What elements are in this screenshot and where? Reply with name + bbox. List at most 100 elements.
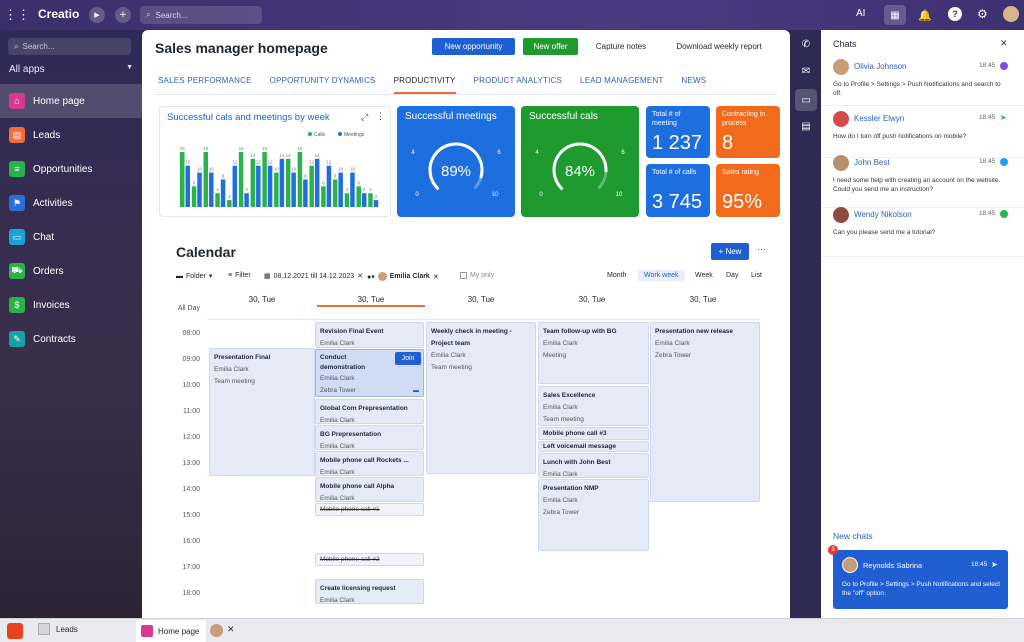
tab-opportunity-dynamics[interactable]: OPPORTUNITY DYNAMICS — [269, 76, 376, 85]
chat-item[interactable]: Kessler Elwyn 18:45 ➤ How do I turn off … — [821, 106, 1024, 158]
sidebar-item-home[interactable]: ⌂ Home page — [0, 84, 142, 118]
sidebar-item-contracts[interactable]: ✎ Contracts — [0, 322, 142, 356]
calendar-more-icon[interactable]: ⋯ — [757, 244, 766, 254]
chat-name: Olivia Johnson — [854, 62, 907, 71]
calendar-event[interactable]: Weekly check in meeting - Project team E… — [426, 322, 536, 474]
new-chat-card[interactable]: 3 Reynolds Sabrina 18:45 ➤ Go to Profile… — [828, 545, 1008, 609]
view-day[interactable]: Day — [726, 272, 739, 279]
mail-icon[interactable]: ✉ — [801, 65, 811, 77]
gauge-meetings: 89% 4 6 0 10 — [411, 142, 501, 198]
sidebar-item-invoices[interactable]: $ Invoices — [0, 288, 142, 322]
close-icon[interactable]: ✕ — [227, 624, 235, 634]
calendar-event[interactable]: Revision Final Event Emilia Clark — [315, 322, 424, 348]
view-list[interactable]: List — [751, 272, 762, 279]
calendar-event-selected[interactable]: Conduct demonstration Emilia Clark Zebra… — [315, 349, 424, 397]
tab-news[interactable]: NEWS — [681, 76, 707, 85]
more-icon[interactable]: ⋮ — [376, 111, 385, 121]
apps-icon[interactable]: ▦ — [884, 5, 906, 25]
calendar-event[interactable]: Create licensing request Emilia Clark — [315, 579, 424, 604]
event-title: Team follow-up with BG — [543, 328, 617, 335]
kpi-sales-rating[interactable]: Sales rating 95% — [716, 164, 780, 217]
calendar-event[interactable]: Mobile phone call Alpha Emilia Clark — [315, 477, 424, 502]
phone-icon[interactable]: ✆ — [801, 38, 811, 50]
tab-product-analytics[interactable]: PRODUCT ANALYTICS — [473, 76, 563, 85]
calendar-event[interactable]: Team follow-up with BG Emilia Clark Meet… — [538, 322, 649, 384]
sidebar-item-orders[interactable]: ⛟ Orders — [0, 254, 142, 288]
kpi-successful-calls[interactable]: Successful cals 84% 4 6 0 10 — [521, 106, 639, 217]
chat-item[interactable]: Olivia Johnson 18:45 Go to Profile > Set… — [821, 54, 1024, 106]
sidebar-item-leads[interactable]: ▤ Leads — [0, 118, 142, 152]
close-icon[interactable]: ✕ — [432, 273, 439, 281]
app-logo[interactable] — [7, 623, 23, 639]
play-button[interactable]: ▶ — [89, 7, 105, 23]
ai-button[interactable]: AI — [856, 8, 866, 19]
new-event-button[interactable]: + New — [711, 243, 749, 260]
view-week[interactable]: Week — [695, 272, 713, 279]
user-avatar[interactable] — [1003, 6, 1019, 22]
new-opportunity-button[interactable]: New opportunity — [432, 38, 515, 55]
sidebar-item-activities[interactable]: ⚑ Activities — [0, 186, 142, 220]
app-grid-icon[interactable]: ⋮⋮ — [4, 7, 30, 22]
date-range-filter[interactable]: ▦ 08.12.2021 till 14.12.2023 ✕ — [264, 272, 364, 281]
chat-item[interactable]: Wendy Nikolson 18:45 Can you please send… — [821, 205, 1024, 257]
sidebar-item-opportunities[interactable]: ≡ Opportunities — [0, 152, 142, 186]
all-apps-dropdown[interactable]: All apps ▼ — [9, 64, 133, 75]
sidebar-item-chat[interactable]: ▭ Chat — [0, 220, 142, 254]
calendar-event[interactable]: Lunch with John Best Emilia Clark — [538, 453, 649, 478]
person-filter[interactable]: ●▾ Emilia Clark ✕ — [367, 272, 439, 281]
add-button[interactable]: + — [115, 7, 131, 23]
hour-label: 17:00 — [182, 564, 200, 571]
new-offer-button[interactable]: New offer — [523, 38, 578, 55]
calendar-event[interactable]: BG Prepresentation Emilia Clark — [315, 425, 424, 450]
chevron-down-icon: ▾ — [208, 273, 213, 280]
filter-button[interactable]: ≡ Filter — [228, 272, 251, 279]
kpi-total-meeting[interactable]: Total # of meeting 1 237 — [646, 106, 710, 158]
calendar-event[interactable]: Mobile phone call Rockets ... Emilia Cla… — [315, 451, 424, 476]
tab-productivity[interactable]: PRODUCTIVITY — [393, 76, 456, 94]
hour-label: 09:00 — [182, 356, 200, 363]
join-button[interactable]: Join — [395, 352, 421, 365]
calendar-event[interactable]: Mobile phone call #3 — [538, 427, 649, 440]
taskbar-chat-avatar[interactable] — [210, 624, 223, 637]
calendar-event[interactable]: Presentation NMP Emilia Clark Zebra Towe… — [538, 479, 649, 551]
close-icon[interactable]: ✕ — [1000, 38, 1008, 48]
gauge-tick-label: 6 — [497, 150, 501, 156]
taskbar-tab-home[interactable]: Home page — [136, 620, 206, 642]
view-month[interactable]: Month — [607, 272, 627, 279]
taskbar-tab-leads[interactable]: Leads — [38, 623, 78, 635]
calendar-event-done[interactable]: Mobile phone call #2 — [315, 553, 424, 566]
view-work-week[interactable]: Work week — [638, 270, 685, 281]
bell-icon[interactable]: 🔔 — [918, 9, 932, 22]
all-apps-label: All apps — [9, 64, 45, 75]
chat-item[interactable]: John Best 18:45 I need some help with cr… — [821, 150, 1024, 208]
calendar-event[interactable]: Sales Excellence Emilia Clark Team meeti… — [538, 386, 649, 426]
my-only-checkbox[interactable]: My only — [460, 272, 494, 279]
communication-rail: ✆ ✉ ▭ ▤ — [790, 30, 821, 618]
chat-bubble-icon[interactable]: ▭ — [795, 89, 817, 111]
folder-label: Folder — [186, 272, 206, 280]
calendar-event[interactable]: Presentation Final Emilia Clark Team mee… — [209, 348, 315, 476]
capture-notes-button[interactable]: Capture notes — [595, 42, 647, 51]
calendar-event[interactable]: Global Com Prepresentation Emilia Clark — [315, 399, 424, 424]
expand-icon[interactable]: ⤢ — [361, 112, 369, 122]
sidebar-search-input[interactable]: ⌕ Search... — [8, 38, 131, 55]
kpi-contracting[interactable]: Contracting in process 8 — [716, 106, 780, 158]
grid-line — [207, 319, 760, 320]
kpi-successful-meetings[interactable]: Successful meetings 89% 4 6 0 10 — [397, 106, 515, 217]
help-icon[interactable]: ? — [948, 7, 962, 21]
gear-icon[interactable]: ⚙ — [977, 7, 988, 21]
kpi-total-calls[interactable]: Total # of calls 3 745 — [646, 164, 710, 217]
tab-sales-performance[interactable]: SALES PERFORMANCE — [158, 76, 252, 85]
chat-message: Go to Profile > Settings > Push Notifica… — [833, 81, 1001, 97]
folder-dropdown[interactable]: ▬ Folder ▾ — [176, 272, 213, 281]
event-location: Zebra Tower — [543, 509, 580, 516]
calendar-event-done[interactable]: Mobile phone call #1 — [315, 503, 424, 516]
kpi-total-calls-title: Total # of calls — [652, 169, 697, 176]
download-report-button[interactable]: Download weekly report — [676, 42, 762, 51]
tab-lead-management[interactable]: LEAD MANAGEMENT — [580, 76, 664, 85]
calendar-event[interactable]: Presentation new release Emilia Clark Ze… — [650, 322, 760, 502]
global-search[interactable]: ⌕ Search... — [140, 6, 262, 24]
notes-icon[interactable]: ▤ — [801, 120, 811, 132]
calendar-event[interactable]: Left voicemail message — [538, 441, 649, 452]
close-icon[interactable]: ✕ — [357, 273, 364, 280]
